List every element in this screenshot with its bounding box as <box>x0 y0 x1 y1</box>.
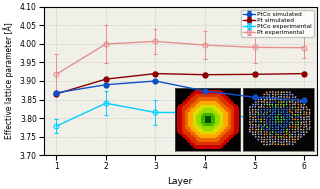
X-axis label: Layer: Layer <box>168 177 193 186</box>
Legend: PtCo simulated, Pt simulated, PtCo experimental, Pt experimental: PtCo simulated, Pt simulated, PtCo exper… <box>241 10 314 37</box>
Y-axis label: Effective lattice parameter [Å]: Effective lattice parameter [Å] <box>4 23 14 139</box>
